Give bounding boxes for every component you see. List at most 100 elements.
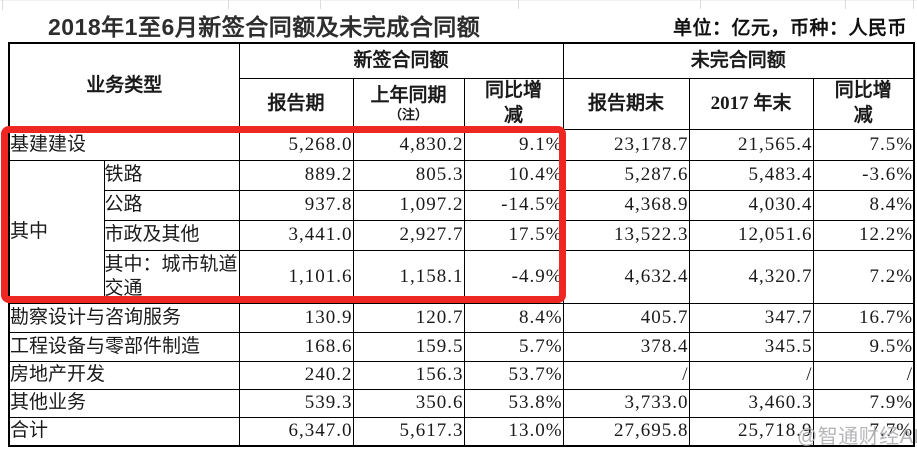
cell-value: 8.4%	[812, 189, 915, 221]
row-other-business: 其他业务 539.3 350.6 53.8% 3,733.0 3,460.3 7…	[8, 388, 915, 418]
table-remnant-tick	[2, 0, 3, 10]
cell-value: 10.4%	[463, 159, 564, 191]
cell-value: 805.3	[352, 159, 465, 191]
cell-value: 9.1%	[463, 128, 564, 161]
cell-value: 53.7%	[463, 360, 564, 390]
cell-value: 4,830.2	[352, 128, 465, 161]
cell-value: 3,733.0	[562, 388, 690, 418]
row-municipal-other: 市政及其他 3,441.0 2,927.7 17.5% 13,522.3 12,…	[9, 219, 915, 251]
col-header-reporting-period: 报告期	[238, 77, 354, 130]
cropped-row-remnant-line	[0, 0, 917, 1]
row-label: 其他业务	[8, 388, 240, 418]
cell-value: 4,320.7	[688, 249, 814, 304]
cell-value: 23,178.7	[562, 128, 690, 161]
cell-value: 5,268.0	[238, 128, 354, 161]
group-header-unfinished-contracts: 未完合同额	[562, 42, 915, 79]
cell-value: 53.8%	[463, 388, 564, 418]
cell-value: 8.4%	[463, 302, 564, 333]
row-survey-design: 勘察设计与咨询服务 130.9 120.7 8.4% 405.7 347.7 1…	[8, 302, 915, 333]
cell-value: 7.2%	[812, 249, 915, 304]
row-label: 其中：城市轨道交通	[103, 249, 240, 304]
cell-value: 130.9	[238, 302, 354, 333]
row-label: 工程设备与零部件制造	[8, 331, 240, 362]
table-remnant-tick	[228, 0, 229, 9]
row-equipment-manufacturing: 工程设备与零部件制造 168.6 159.5 5.7% 378.4 345.5 …	[8, 331, 915, 362]
row-highway: 公路 937.8 1,097.2 -14.5% 4,368.9 4,030.4 …	[9, 189, 915, 221]
row-label: 勘察设计与咨询服务	[8, 302, 240, 333]
cell-value: 350.6	[352, 388, 465, 418]
cell-value: 156.3	[352, 360, 465, 390]
table-remnant-tick	[320, 0, 321, 9]
cell-value: 345.5	[688, 331, 814, 362]
unit-label: 单位：亿元，币种：人民币	[672, 18, 907, 39]
row-label: 市政及其他	[103, 219, 240, 251]
watermark: @智通财经APP	[797, 426, 917, 448]
col-header-prior-year-period: 上年同期 （注）	[352, 77, 465, 130]
cell-value: 3,441.0	[238, 219, 354, 251]
table-remnant-tick	[518, 0, 519, 9]
cell-value: 5.7%	[463, 331, 564, 362]
cell-value: 7.5%	[812, 128, 915, 161]
col-header-2017-end: 2017 年末	[688, 77, 814, 130]
cell-value: 159.5	[352, 331, 465, 362]
cell-value: 12.2%	[812, 219, 915, 251]
group-header-new-contracts: 新签合同额	[238, 42, 564, 79]
cell-value: 4,368.9	[562, 189, 690, 221]
cell-value: 3,460.3	[688, 388, 814, 418]
cell-value: /	[812, 360, 915, 390]
cell-value: 5,617.3	[352, 416, 465, 447]
cell-value: 27,695.8	[562, 416, 690, 447]
subgroup-label: 其中	[8, 159, 105, 304]
cell-value: 1,158.1	[352, 249, 465, 304]
header-row-groups: 业务类型 新签合同额 未完合同额	[8, 42, 915, 130]
row-infrastructure: 基建建设 5,268.0 4,830.2 9.1% 23,178.7 21,56…	[8, 128, 915, 161]
row-label: 铁路	[103, 159, 240, 191]
table-remnant-tick	[845, 0, 846, 9]
cell-value: 1,097.2	[352, 189, 465, 221]
cell-value: 5,287.6	[562, 159, 690, 191]
cell-value: /	[562, 360, 690, 390]
row-label: 合计	[8, 416, 240, 447]
cell-value: 347.7	[688, 302, 814, 333]
page-title: 2018年1至6月新签合同额及未完成合同额	[48, 14, 481, 40]
row-label: 公路	[103, 189, 240, 221]
cell-value: 168.6	[238, 331, 354, 362]
cell-value: 17.5%	[463, 219, 564, 251]
col-header-note: （注）	[389, 107, 429, 123]
cell-value: 5,483.4	[688, 159, 814, 191]
contracts-table: 业务类型 新签合同额 未完合同额 报告期 上年同期 （注） 同比增减 报告期末 …	[8, 42, 916, 447]
cell-value: 4,632.4	[562, 249, 690, 304]
business-type-header: 业务类型	[8, 42, 240, 130]
cell-value: 405.7	[562, 302, 690, 333]
header-row-columns: 报告期 上年同期 （注） 同比增减 报告期末 2017 年末 同比增减	[9, 77, 915, 130]
cell-value: 937.8	[238, 189, 354, 221]
row-railway: 其中 铁路 889.2 805.3 10.4% 5,287.6 5,483.4 …	[8, 159, 915, 304]
cell-value: /	[688, 360, 814, 390]
cell-value: -4.9%	[463, 249, 564, 304]
cell-value: 21,565.4	[688, 128, 814, 161]
cell-value: 9.5%	[812, 331, 915, 362]
table-remnant-tick	[700, 0, 701, 9]
table-remnant-tick	[913, 0, 914, 9]
row-label: 房地产开发	[8, 360, 240, 390]
cell-value: 2,927.7	[352, 219, 465, 251]
cell-value: 16.7%	[812, 302, 915, 333]
row-total: 合计 6,347.0 5,617.3 13.0% 27,695.8 25,718…	[8, 416, 915, 447]
cell-value: 7.7%	[812, 416, 915, 447]
row-urban-rail: 其中：城市轨道交通 1,101.6 1,158.1 -4.9% 4,632.4 …	[9, 249, 915, 304]
cell-value: 240.2	[238, 360, 354, 390]
row-label: 基建建设	[8, 128, 240, 161]
col-header-period-end: 报告期末	[562, 77, 690, 130]
cell-value: 13.0%	[463, 416, 564, 447]
cell-value: 1,101.6	[238, 249, 354, 304]
cell-value: 889.2	[238, 159, 354, 191]
col-header-yoy-change-new: 同比增减	[463, 77, 564, 130]
cell-value: 13,522.3	[562, 219, 690, 251]
col-header-prior-year-label: 上年同期	[370, 85, 447, 107]
cell-value: 12,051.6	[688, 219, 814, 251]
cell-value: 539.3	[238, 388, 354, 418]
cell-value: 25,718.9	[688, 416, 814, 447]
cell-value: 120.7	[352, 302, 465, 333]
col-header-yoy-change-unfinished: 同比增减	[812, 77, 915, 130]
